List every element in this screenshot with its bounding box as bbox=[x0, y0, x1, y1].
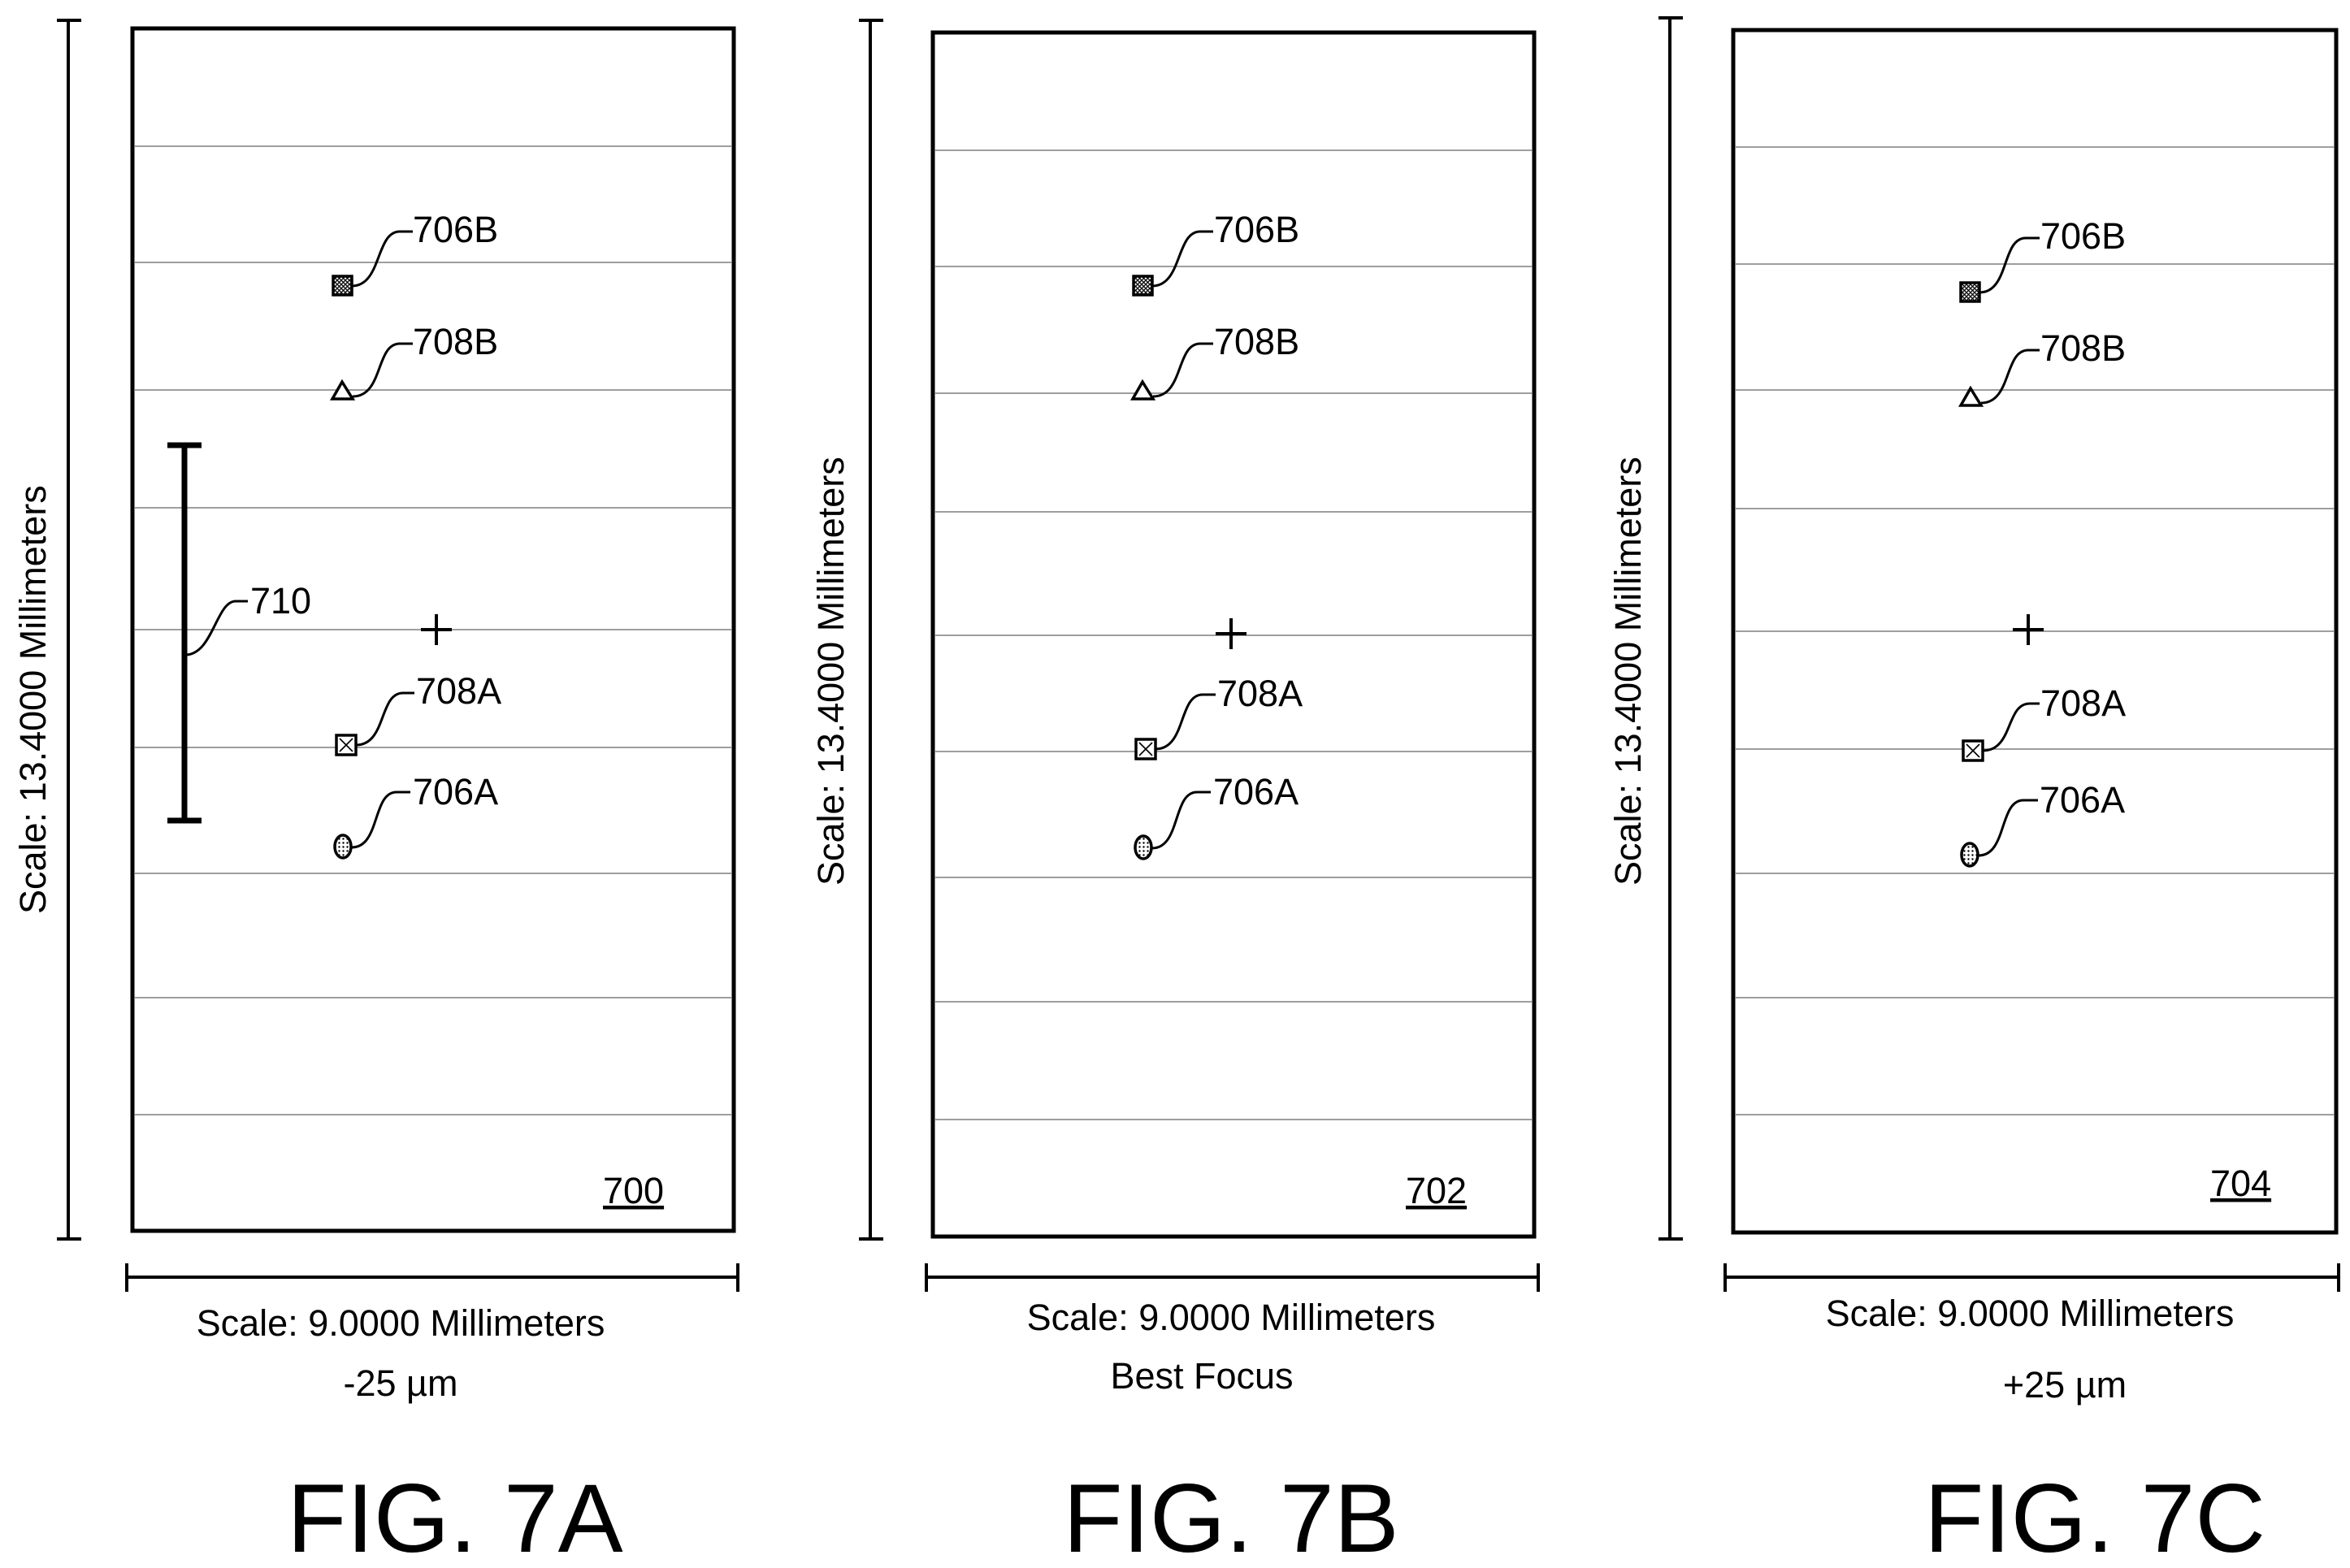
marker-708a-cross bbox=[1966, 743, 1980, 758]
vertical-scale-bar bbox=[1658, 16, 1683, 1241]
leader-708a bbox=[355, 691, 414, 747]
marker-708a-cross bbox=[1138, 742, 1153, 756]
focus-condition: +25 µm bbox=[2003, 1364, 2127, 1406]
field-frame bbox=[1731, 28, 2339, 1235]
label-710: 710 bbox=[250, 580, 311, 622]
horizontal-scale-label: Scale: 9.0000 Millimeters bbox=[1826, 1293, 2235, 1334]
label-708b: 708B bbox=[2040, 327, 2126, 369]
center-crosshair bbox=[421, 614, 452, 645]
horizontal-scale-bar bbox=[1723, 1263, 2340, 1292]
marker-708b bbox=[1958, 385, 1984, 407]
leader-706b bbox=[1151, 230, 1213, 288]
marker-706a bbox=[1960, 842, 1979, 868]
label-708a: 708A bbox=[416, 670, 501, 712]
center-crosshair bbox=[2013, 614, 2044, 645]
leader-706a bbox=[351, 790, 410, 849]
leader-706b bbox=[1979, 236, 2040, 294]
field-frame bbox=[930, 30, 1537, 1239]
figure-caption: FIG. 7A bbox=[287, 1464, 622, 1568]
marker-706a bbox=[333, 834, 353, 860]
leader-706b bbox=[351, 230, 413, 288]
leader-708a bbox=[1155, 693, 1216, 751]
field-frame bbox=[130, 26, 736, 1233]
figure-caption: FIG. 7C bbox=[1924, 1464, 2265, 1568]
label-708b: 708B bbox=[413, 321, 498, 362]
horizontal-scale-label: Scale: 9.0000 Millimeters bbox=[1027, 1297, 1436, 1338]
reference-number: 700 bbox=[603, 1170, 664, 1211]
marker-706a bbox=[1134, 834, 1153, 860]
leader-708a bbox=[1982, 702, 2040, 752]
figure-7a: Scale: 13.4000 Millimeters 710 bbox=[12, 19, 739, 1568]
label-706a: 706A bbox=[413, 771, 498, 812]
label-708a: 708A bbox=[2040, 682, 2126, 724]
horizontal-scale-bar bbox=[125, 1263, 739, 1292]
label-706a: 706A bbox=[1213, 771, 1299, 812]
leader-706a bbox=[1978, 799, 2038, 857]
marker-706b bbox=[1132, 275, 1154, 297]
horizontal-scale-label: Scale: 9.0000 Millimeters bbox=[197, 1302, 605, 1344]
figure-caption: FIG. 7B bbox=[1063, 1464, 1398, 1568]
label-706b: 706B bbox=[1214, 209, 1299, 250]
leader-710 bbox=[184, 600, 248, 656]
reference-number: 702 bbox=[1406, 1170, 1467, 1211]
label-708b: 708B bbox=[1214, 321, 1299, 362]
label-706b: 706B bbox=[2040, 215, 2126, 257]
marker-708b bbox=[1129, 379, 1156, 401]
range-bar-710 bbox=[167, 442, 202, 824]
vertical-scale-label: Scale: 13.4000 Millimeters bbox=[1607, 457, 1649, 886]
marker-706b bbox=[332, 275, 353, 297]
leader-706a bbox=[1151, 790, 1211, 850]
marker-706b bbox=[1959, 281, 1981, 303]
leader-708b bbox=[1980, 349, 2040, 405]
vertical-scale-label: Scale: 13.4000 Millimeters bbox=[12, 485, 54, 914]
label-706b: 706B bbox=[413, 209, 498, 250]
focus-condition: -25 µm bbox=[344, 1362, 458, 1404]
figure-7b: Scale: 13.4000 Millimeters 706B 708B 708… bbox=[810, 19, 1540, 1568]
reference-number: 704 bbox=[2210, 1163, 2271, 1204]
leader-708b bbox=[1152, 342, 1213, 398]
label-708a: 708A bbox=[1217, 673, 1303, 714]
focus-condition: Best Focus bbox=[1110, 1355, 1293, 1397]
leader-708b bbox=[352, 342, 413, 398]
figure-7c: Scale: 13.4000 Millimeters 706B 708B 708… bbox=[1607, 16, 2340, 1568]
marker-708b bbox=[329, 379, 356, 401]
vertical-scale-bar bbox=[859, 19, 883, 1241]
marker-708a-cross bbox=[339, 738, 353, 752]
horizontal-scale-bar bbox=[925, 1263, 1540, 1292]
label-706a: 706A bbox=[2040, 779, 2125, 821]
grid-lines bbox=[934, 149, 1533, 1120]
vertical-scale-label: Scale: 13.4000 Millimeters bbox=[810, 457, 852, 886]
center-crosshair bbox=[1216, 618, 1247, 649]
vertical-scale-bar bbox=[57, 19, 81, 1241]
grid-lines bbox=[134, 145, 732, 1115]
